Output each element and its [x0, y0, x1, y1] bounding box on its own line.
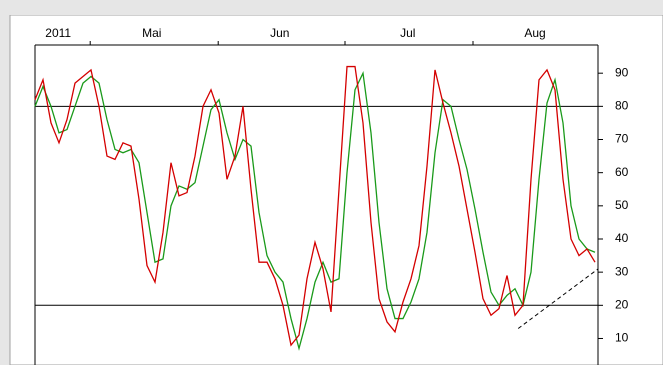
y-tick-label: 40: [615, 231, 629, 245]
y-tick-label: 10: [615, 331, 629, 345]
y-tick-label: 20: [615, 297, 629, 311]
x-tick-label: Jun: [270, 26, 289, 40]
top-border: [0, 0, 663, 15]
series-line: [34, 70, 596, 351]
y-tick-label: 90: [615, 65, 629, 79]
x-tick-label: 2011: [45, 26, 71, 40]
y-tick-label: 50: [615, 198, 629, 212]
y-tick-label: 60: [615, 165, 629, 179]
y-tick-label: 70: [615, 132, 629, 146]
trend-line: [517, 268, 599, 329]
y-tick-label: 30: [615, 264, 629, 278]
y-tick-label: 80: [615, 99, 629, 113]
panel: [9, 14, 663, 365]
x-tick-label: Aug: [524, 26, 545, 40]
series-line: [34, 65, 596, 347]
x-tick-label: Jul: [400, 26, 415, 40]
x-tick-label: Mai: [142, 26, 161, 40]
